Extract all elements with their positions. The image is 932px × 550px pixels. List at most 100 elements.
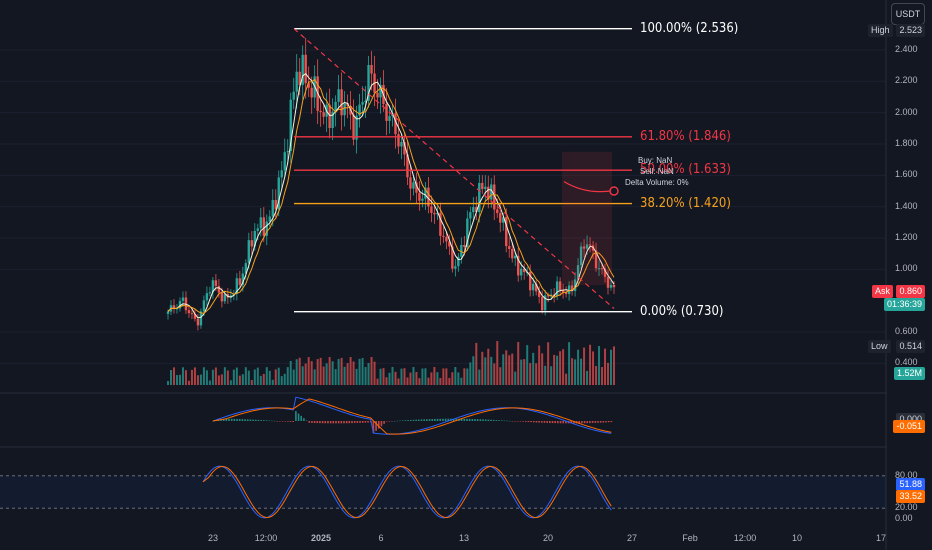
candle-body <box>445 236 448 242</box>
volume-bar <box>355 368 358 385</box>
volume-bar <box>388 372 391 385</box>
candle-body <box>355 115 358 140</box>
volume-bar <box>172 367 175 385</box>
volume-bar <box>481 351 484 385</box>
macd-hist-bar <box>367 421 369 423</box>
time-tick: 2025 <box>310 533 332 543</box>
volume-bar <box>331 361 334 385</box>
macd-hist-bar <box>377 421 380 429</box>
candle-body <box>472 207 475 213</box>
macd-hist-bar <box>506 420 508 422</box>
volume-bar <box>613 346 615 385</box>
macd-hist-bar <box>436 418 439 421</box>
macd-hist-bar <box>554 421 556 424</box>
volume-bar <box>379 368 382 385</box>
volume-bar <box>286 367 289 385</box>
macd-hist-bar <box>418 419 420 421</box>
candle-body <box>558 281 562 291</box>
currency-selector[interactable]: USDT <box>891 3 925 25</box>
macd-hist-bar <box>225 418 228 421</box>
candle-body <box>280 170 283 178</box>
candle-body <box>403 142 406 155</box>
volume-bar <box>610 349 613 385</box>
volume-bar <box>307 357 310 385</box>
macd-hist-bar <box>252 419 254 421</box>
candle-body <box>217 285 221 293</box>
macd-hist-bar <box>297 413 300 421</box>
candle-body <box>451 246 454 269</box>
volume-bar <box>448 377 451 385</box>
volume-bar <box>400 368 403 385</box>
macd-hist-bar <box>471 418 474 421</box>
volume-bar <box>538 345 541 385</box>
candle-body <box>388 116 391 121</box>
candle-body <box>334 101 337 112</box>
candle-body <box>352 114 355 140</box>
bar-countdown: 01:36:39 <box>883 298 925 311</box>
candle-body <box>466 218 469 247</box>
macd-hist-bar <box>410 419 412 421</box>
candle-body <box>546 295 550 297</box>
volume-bar <box>193 367 196 385</box>
macd-hist-bar <box>484 419 487 421</box>
time-tick: Feb <box>682 533 698 543</box>
time-tick: 20 <box>542 533 554 543</box>
candle-body <box>493 184 496 210</box>
volume-bar <box>406 377 409 385</box>
candle-body <box>298 71 301 85</box>
macd-hist-bar <box>479 419 482 421</box>
candle-body <box>190 313 194 315</box>
candle-body <box>238 278 242 285</box>
volume-bar <box>382 368 385 385</box>
candle-body <box>361 102 364 105</box>
macd-hist-bar <box>516 421 519 422</box>
volume-bar <box>547 342 550 385</box>
grid-lines <box>0 49 886 364</box>
volume-bar <box>415 372 418 385</box>
candle-body <box>597 268 601 270</box>
candle-body <box>367 64 370 101</box>
candle-body <box>244 263 248 274</box>
volume-bar <box>313 369 316 385</box>
price-tick: 1.400 <box>895 200 918 211</box>
candle-body <box>537 291 541 297</box>
candle-body <box>286 151 289 153</box>
price-tick: 0.600 <box>895 326 918 336</box>
volume-bar <box>532 352 535 385</box>
candle-body <box>259 217 262 229</box>
trendline <box>293 28 615 309</box>
macd-hist-bar <box>254 419 257 421</box>
macd-hist-bar <box>543 421 546 423</box>
macd-hist-bar <box>476 419 479 421</box>
volume-bar <box>595 366 598 385</box>
volume-bar <box>427 377 430 385</box>
macd-hist-bar <box>327 421 329 424</box>
volume-bar <box>361 358 364 385</box>
candle-body <box>262 217 265 236</box>
volume-bar <box>280 376 283 385</box>
candle-body <box>609 284 613 288</box>
macd-hist-bar <box>238 419 241 421</box>
macd-hist-bar <box>578 421 581 424</box>
candle-body <box>561 290 565 293</box>
volume-bar <box>298 357 301 385</box>
macd-hist-bar <box>447 418 450 421</box>
volume-bar <box>478 369 481 385</box>
macd-hist-bar <box>388 421 391 422</box>
time-tick: 17 <box>875 533 887 543</box>
candle-body <box>528 271 532 291</box>
candle-body <box>364 100 367 103</box>
buy-label: Buy: NaN <box>638 156 673 165</box>
macd-hist-bar <box>257 419 260 421</box>
candle-body <box>457 256 460 267</box>
macd-hist-bar <box>246 419 249 421</box>
volume-bar <box>268 370 271 385</box>
macd-tag-2: -0.051 <box>893 420 925 433</box>
macd-hist-bar <box>380 421 383 427</box>
vp-curve <box>563 181 611 193</box>
volume-bar <box>241 374 244 385</box>
macd-hist-bar <box>514 421 516 422</box>
price-tick: 1.200 <box>895 232 918 242</box>
pane-separators <box>0 0 887 550</box>
